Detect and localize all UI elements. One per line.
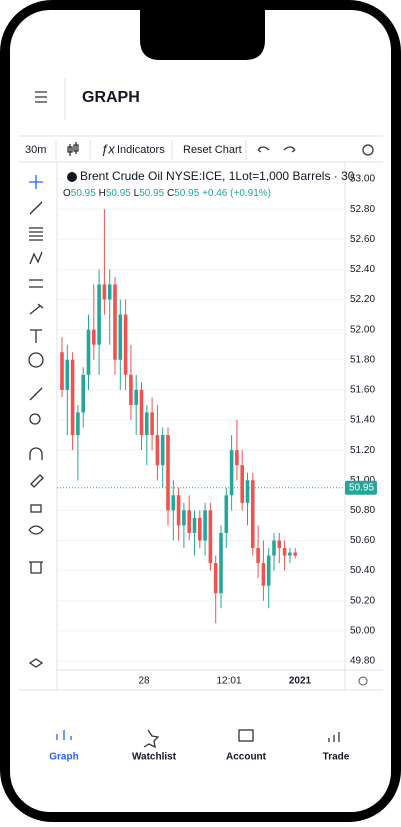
header-title: GRAPH	[82, 89, 140, 106]
candle-body	[277, 540, 282, 549]
y-tick-label: 53.00	[350, 174, 375, 185]
reset-chart[interactable]: Reset Chart	[183, 144, 242, 156]
candle-body	[97, 284, 101, 345]
screen	[10, 10, 391, 812]
candle-body	[166, 435, 170, 511]
ohlc-key: O	[63, 188, 71, 199]
x-tick-label: 12:01	[216, 676, 241, 687]
candle-body	[60, 352, 64, 390]
legend-title: Brent Crude Oil NYSE:ICE, 1Lot=1,000 Bar…	[80, 169, 355, 183]
candle-body	[118, 314, 123, 360]
candle-body	[288, 552, 292, 556]
candle-body	[176, 495, 181, 526]
ohlc-value: 50.95	[106, 188, 131, 199]
nav-item[interactable]: Watchlist	[132, 752, 177, 763]
last-price-box	[345, 480, 377, 495]
candle-body	[293, 552, 297, 556]
candle-body	[266, 555, 271, 586]
candle-body	[256, 548, 260, 564]
nav-item[interactable]: Account	[226, 752, 267, 763]
ohlc-key: L	[134, 188, 140, 199]
candle-body	[150, 412, 154, 436]
candle-body	[208, 510, 213, 564]
y-tick-label: 51.80	[350, 354, 375, 365]
candle-body	[272, 540, 276, 556]
ohlc-key: H	[99, 188, 106, 199]
candle-body	[171, 495, 176, 511]
y-tick-label: 51.00	[350, 475, 375, 486]
candle-body	[76, 412, 80, 436]
candle-body	[282, 548, 287, 556]
candle-body	[160, 435, 165, 466]
candle-body	[213, 563, 218, 594]
candle-body	[113, 284, 117, 360]
y-tick-label: 52.60	[350, 234, 375, 245]
y-tick-label: 51.40	[350, 415, 375, 426]
y-tick-label: 50.80	[350, 505, 375, 516]
indicators[interactable]: Indicators	[117, 144, 165, 156]
candle-body	[182, 510, 186, 526]
change: +0.46 (+0.91%)	[202, 188, 271, 199]
last-price-label: 50.95	[349, 482, 374, 493]
candle-body	[65, 359, 70, 390]
y-tick-label: 52.00	[350, 324, 375, 335]
ohlc-key: C	[167, 188, 174, 199]
candle-body	[235, 450, 239, 466]
y-tick-label: 49.80	[350, 656, 375, 667]
candle-body	[139, 389, 144, 436]
candle-body	[134, 389, 138, 405]
candle-body	[203, 510, 207, 541]
undo-redo[interactable]	[257, 146, 296, 153]
candle-body	[224, 495, 229, 533]
candle-body	[92, 329, 96, 345]
legend-values: O50.95 H50.95 L50.95 C50.95 +0.46 (+0.91…	[63, 188, 271, 199]
interval[interactable]: 30m	[25, 144, 46, 156]
notch	[140, 0, 265, 60]
nav-item[interactable]: Trade	[323, 752, 350, 763]
nav-icons	[56, 729, 340, 749]
y-tick-label: 50.40	[350, 565, 375, 576]
candle-body	[107, 284, 112, 300]
menu-icon[interactable]	[35, 91, 47, 103]
settings-icon[interactable]	[362, 144, 374, 156]
candle-body	[129, 374, 133, 405]
y-tick-label: 52.40	[350, 264, 375, 275]
candle-body	[123, 314, 128, 375]
ohlc-value: 50.95	[71, 188, 96, 199]
candle-body	[229, 450, 234, 496]
nav-item[interactable]: Graph	[49, 752, 78, 763]
candle-body	[261, 563, 266, 586]
y-tick-label: 50.20	[350, 595, 375, 606]
candle-body	[198, 517, 202, 541]
symbol-icon	[67, 172, 77, 182]
candle-body	[219, 532, 223, 594]
time-settings	[358, 676, 368, 686]
candle-body	[70, 359, 75, 436]
candle-body	[240, 465, 244, 503]
candle-body	[145, 412, 149, 436]
y-tick-label: 52.80	[350, 204, 375, 215]
y-tick-label: 50.60	[350, 535, 375, 546]
candle-body	[102, 284, 107, 300]
candle-icon[interactable]	[67, 142, 79, 156]
x-tick-label: 2021	[289, 676, 312, 687]
candle-body	[245, 480, 250, 503]
y-tick-label: 51.20	[350, 445, 375, 456]
x-tick-label: 28	[138, 676, 150, 687]
candle-body	[86, 329, 91, 375]
ohlc-value: 50.95	[139, 188, 164, 199]
candle-body	[251, 480, 255, 549]
candle-body	[155, 435, 160, 466]
ohlc-value: 50.95	[174, 188, 199, 199]
fx-icon: ƒx	[101, 141, 115, 156]
candle-body	[187, 510, 191, 533]
candle-body	[81, 374, 85, 413]
y-tick-label: 51.60	[350, 385, 375, 396]
y-tick-label: 52.20	[350, 294, 375, 305]
candle-body	[192, 517, 197, 533]
y-tick-label: 50.00	[350, 625, 375, 636]
drawing-tools[interactable]	[28, 175, 44, 668]
